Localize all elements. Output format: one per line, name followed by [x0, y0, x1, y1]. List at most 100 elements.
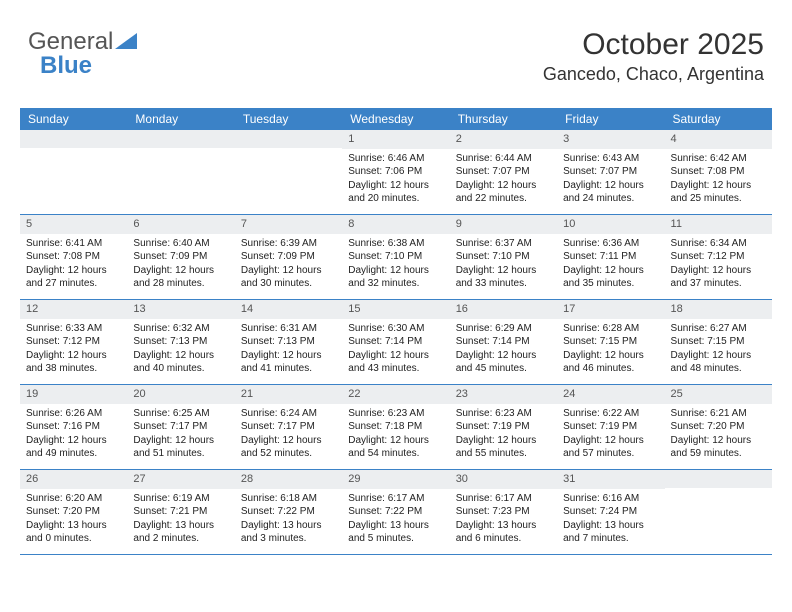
- daylight-text: Daylight: 12 hours and 59 minutes.: [671, 434, 766, 461]
- day-cell: 6Sunrise: 6:40 AMSunset: 7:09 PMDaylight…: [127, 215, 234, 299]
- day-cell: 13Sunrise: 6:32 AMSunset: 7:13 PMDayligh…: [127, 300, 234, 384]
- sunset-text: Sunset: 7:09 PM: [241, 250, 336, 264]
- day-body: Sunrise: 6:23 AMSunset: 7:19 PMDaylight:…: [450, 404, 557, 467]
- day-number: [235, 130, 342, 148]
- sunrise-text: Sunrise: 6:24 AM: [241, 407, 336, 421]
- day-cell: 24Sunrise: 6:22 AMSunset: 7:19 PMDayligh…: [557, 385, 664, 469]
- day-number: 15: [342, 300, 449, 319]
- week-row: 12Sunrise: 6:33 AMSunset: 7:12 PMDayligh…: [20, 300, 772, 385]
- day-cell: 20Sunrise: 6:25 AMSunset: 7:17 PMDayligh…: [127, 385, 234, 469]
- sunrise-text: Sunrise: 6:29 AM: [456, 322, 551, 336]
- day-number: 3: [557, 130, 664, 149]
- day-body: Sunrise: 6:27 AMSunset: 7:15 PMDaylight:…: [665, 319, 772, 382]
- sunset-text: Sunset: 7:15 PM: [671, 335, 766, 349]
- day-body: Sunrise: 6:44 AMSunset: 7:07 PMDaylight:…: [450, 149, 557, 212]
- daylight-text: Daylight: 12 hours and 48 minutes.: [671, 349, 766, 376]
- day-cell: 27Sunrise: 6:19 AMSunset: 7:21 PMDayligh…: [127, 470, 234, 554]
- sunrise-text: Sunrise: 6:39 AM: [241, 237, 336, 251]
- day-body: Sunrise: 6:31 AMSunset: 7:13 PMDaylight:…: [235, 319, 342, 382]
- day-number: 19: [20, 385, 127, 404]
- day-number: 20: [127, 385, 234, 404]
- sunset-text: Sunset: 7:07 PM: [563, 165, 658, 179]
- day-number: 5: [20, 215, 127, 234]
- daylight-text: Daylight: 12 hours and 24 minutes.: [563, 179, 658, 206]
- sunrise-text: Sunrise: 6:22 AM: [563, 407, 658, 421]
- week-row: 19Sunrise: 6:26 AMSunset: 7:16 PMDayligh…: [20, 385, 772, 470]
- day-body: Sunrise: 6:17 AMSunset: 7:22 PMDaylight:…: [342, 489, 449, 552]
- sunrise-text: Sunrise: 6:21 AM: [671, 407, 766, 421]
- day-number: 12: [20, 300, 127, 319]
- day-body: Sunrise: 6:17 AMSunset: 7:23 PMDaylight:…: [450, 489, 557, 552]
- daylight-text: Daylight: 13 hours and 5 minutes.: [348, 519, 443, 546]
- day-number: [665, 470, 772, 488]
- daylight-text: Daylight: 12 hours and 38 minutes.: [26, 349, 121, 376]
- sunrise-text: Sunrise: 6:33 AM: [26, 322, 121, 336]
- day-body: Sunrise: 6:22 AMSunset: 7:19 PMDaylight:…: [557, 404, 664, 467]
- day-cell: 4Sunrise: 6:42 AMSunset: 7:08 PMDaylight…: [665, 130, 772, 214]
- sunset-text: Sunset: 7:08 PM: [26, 250, 121, 264]
- day-cell: 12Sunrise: 6:33 AMSunset: 7:12 PMDayligh…: [20, 300, 127, 384]
- sunset-text: Sunset: 7:13 PM: [133, 335, 228, 349]
- day-body: Sunrise: 6:29 AMSunset: 7:14 PMDaylight:…: [450, 319, 557, 382]
- sunset-text: Sunset: 7:21 PM: [133, 505, 228, 519]
- daylight-text: Daylight: 12 hours and 33 minutes.: [456, 264, 551, 291]
- calendar: SundayMondayTuesdayWednesdayThursdayFrid…: [20, 108, 772, 555]
- daylight-text: Daylight: 12 hours and 30 minutes.: [241, 264, 336, 291]
- daylight-text: Daylight: 12 hours and 57 minutes.: [563, 434, 658, 461]
- daylight-text: Daylight: 12 hours and 25 minutes.: [671, 179, 766, 206]
- sunset-text: Sunset: 7:06 PM: [348, 165, 443, 179]
- day-cell: 11Sunrise: 6:34 AMSunset: 7:12 PMDayligh…: [665, 215, 772, 299]
- sunset-text: Sunset: 7:19 PM: [456, 420, 551, 434]
- day-header: Monday: [127, 108, 234, 130]
- day-body: Sunrise: 6:21 AMSunset: 7:20 PMDaylight:…: [665, 404, 772, 467]
- day-number: 31: [557, 470, 664, 489]
- day-cell: 23Sunrise: 6:23 AMSunset: 7:19 PMDayligh…: [450, 385, 557, 469]
- sunset-text: Sunset: 7:11 PM: [563, 250, 658, 264]
- logo-word2-wrap: Blue: [40, 52, 92, 80]
- day-number: 13: [127, 300, 234, 319]
- sunrise-text: Sunrise: 6:17 AM: [456, 492, 551, 506]
- day-body: Sunrise: 6:16 AMSunset: 7:24 PMDaylight:…: [557, 489, 664, 552]
- daylight-text: Daylight: 12 hours and 32 minutes.: [348, 264, 443, 291]
- day-number: 16: [450, 300, 557, 319]
- sunrise-text: Sunrise: 6:37 AM: [456, 237, 551, 251]
- day-number: 10: [557, 215, 664, 234]
- day-cell: 8Sunrise: 6:38 AMSunset: 7:10 PMDaylight…: [342, 215, 449, 299]
- sunset-text: Sunset: 7:07 PM: [456, 165, 551, 179]
- day-cell: 14Sunrise: 6:31 AMSunset: 7:13 PMDayligh…: [235, 300, 342, 384]
- day-number: 2: [450, 130, 557, 149]
- day-number: 25: [665, 385, 772, 404]
- day-body: Sunrise: 6:40 AMSunset: 7:09 PMDaylight:…: [127, 234, 234, 297]
- sunset-text: Sunset: 7:23 PM: [456, 505, 551, 519]
- sunrise-text: Sunrise: 6:28 AM: [563, 322, 658, 336]
- day-body: Sunrise: 6:34 AMSunset: 7:12 PMDaylight:…: [665, 234, 772, 297]
- day-number: [20, 130, 127, 148]
- day-cell: 28Sunrise: 6:18 AMSunset: 7:22 PMDayligh…: [235, 470, 342, 554]
- daylight-text: Daylight: 12 hours and 49 minutes.: [26, 434, 121, 461]
- daylight-text: Daylight: 12 hours and 41 minutes.: [241, 349, 336, 376]
- daylight-text: Daylight: 12 hours and 52 minutes.: [241, 434, 336, 461]
- day-body: Sunrise: 6:28 AMSunset: 7:15 PMDaylight:…: [557, 319, 664, 382]
- sunset-text: Sunset: 7:12 PM: [671, 250, 766, 264]
- day-header: Thursday: [450, 108, 557, 130]
- day-cell: 7Sunrise: 6:39 AMSunset: 7:09 PMDaylight…: [235, 215, 342, 299]
- sunrise-text: Sunrise: 6:18 AM: [241, 492, 336, 506]
- day-number: 8: [342, 215, 449, 234]
- sunrise-text: Sunrise: 6:31 AM: [241, 322, 336, 336]
- day-cell: [665, 470, 772, 554]
- sunrise-text: Sunrise: 6:30 AM: [348, 322, 443, 336]
- sunset-text: Sunset: 7:19 PM: [563, 420, 658, 434]
- sunrise-text: Sunrise: 6:16 AM: [563, 492, 658, 506]
- day-cell: 1Sunrise: 6:46 AMSunset: 7:06 PMDaylight…: [342, 130, 449, 214]
- title-block: October 2025 Gancedo, Chaco, Argentina: [543, 28, 764, 85]
- daylight-text: Daylight: 13 hours and 0 minutes.: [26, 519, 121, 546]
- sunrise-text: Sunrise: 6:17 AM: [348, 492, 443, 506]
- daylight-text: Daylight: 12 hours and 51 minutes.: [133, 434, 228, 461]
- logo-triangle-icon: [115, 31, 137, 54]
- day-cell: 5Sunrise: 6:41 AMSunset: 7:08 PMDaylight…: [20, 215, 127, 299]
- day-cell: 15Sunrise: 6:30 AMSunset: 7:14 PMDayligh…: [342, 300, 449, 384]
- day-body: Sunrise: 6:26 AMSunset: 7:16 PMDaylight:…: [20, 404, 127, 467]
- sunrise-text: Sunrise: 6:23 AM: [456, 407, 551, 421]
- daylight-text: Daylight: 13 hours and 6 minutes.: [456, 519, 551, 546]
- sunrise-text: Sunrise: 6:42 AM: [671, 152, 766, 166]
